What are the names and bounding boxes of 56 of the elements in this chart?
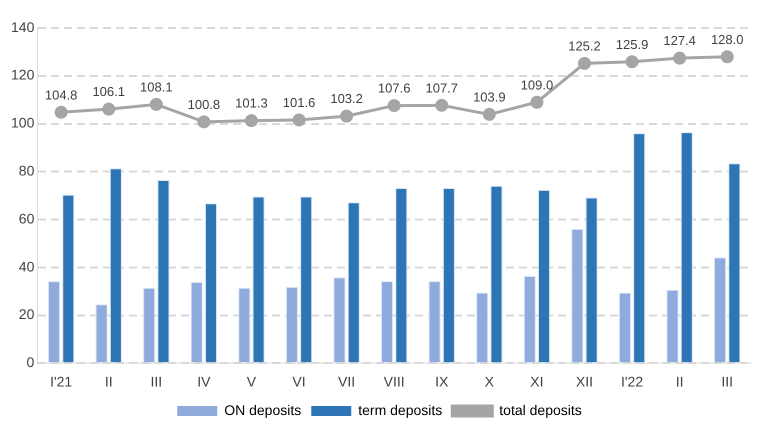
data-label: 107.6 [378,80,410,96]
point [720,50,734,64]
x-tick-label: II [104,373,113,390]
legend-label: term deposits [358,402,442,418]
point [244,114,258,128]
y-tick-label: 120 [11,66,35,83]
data-label: 109.0 [520,77,554,92]
point [435,98,448,112]
x-tick-label: IX [435,373,450,390]
point [626,55,639,68]
x-tick-label: VIII [384,373,405,390]
data-label: 100.8 [188,96,220,112]
point [388,99,401,112]
data-label: 125.2 [568,38,601,54]
point [340,110,354,123]
point [150,98,163,111]
legend-label: total deposits [499,402,582,418]
x-tick-label: VI [292,373,306,390]
data-label: 106.1 [92,84,125,100]
data-label: 104.8 [44,87,78,102]
data-label: 103.9 [473,90,506,105]
data-label: 127.4 [663,33,696,48]
data-label: 103.2 [330,91,363,106]
x-tick-label: X [484,373,495,390]
point [482,108,496,121]
x-tick-label: VII [338,373,356,390]
y-tick-label: 40 [18,258,35,274]
point [54,106,68,119]
point [197,115,210,128]
point [578,56,591,70]
legend-label: ON deposits [224,402,302,418]
data-label: 128.0 [710,32,744,47]
x-tick-label: XII [576,373,594,390]
x-tick-label: II [676,373,684,390]
point [673,52,686,65]
x-tick-label: IV [197,373,212,390]
x-tick-label: III [721,373,734,390]
point [292,113,306,126]
data-label: 101.3 [235,96,268,111]
point [530,96,544,109]
data-label: 125.9 [616,36,648,52]
y-tick-label: 60 [18,210,35,226]
y-tick-label: 100 [11,114,35,131]
y-tick-label: 0 [26,354,35,370]
point [102,102,116,116]
x-tick-label: XI [530,373,544,390]
x-tick-label: I'22 [620,373,644,390]
x-tick-label: III [150,373,162,390]
y-tick-label: 140 [11,18,35,35]
x-tick-label: I'21 [50,373,72,390]
x-tick-label: V [246,373,257,390]
y-tick-label: 20 [18,306,35,322]
data-label: 108.1 [140,79,173,94]
y-tick-label: 80 [18,162,35,179]
data-label: 101.6 [282,95,316,110]
data-label: 107.7 [425,80,458,96]
